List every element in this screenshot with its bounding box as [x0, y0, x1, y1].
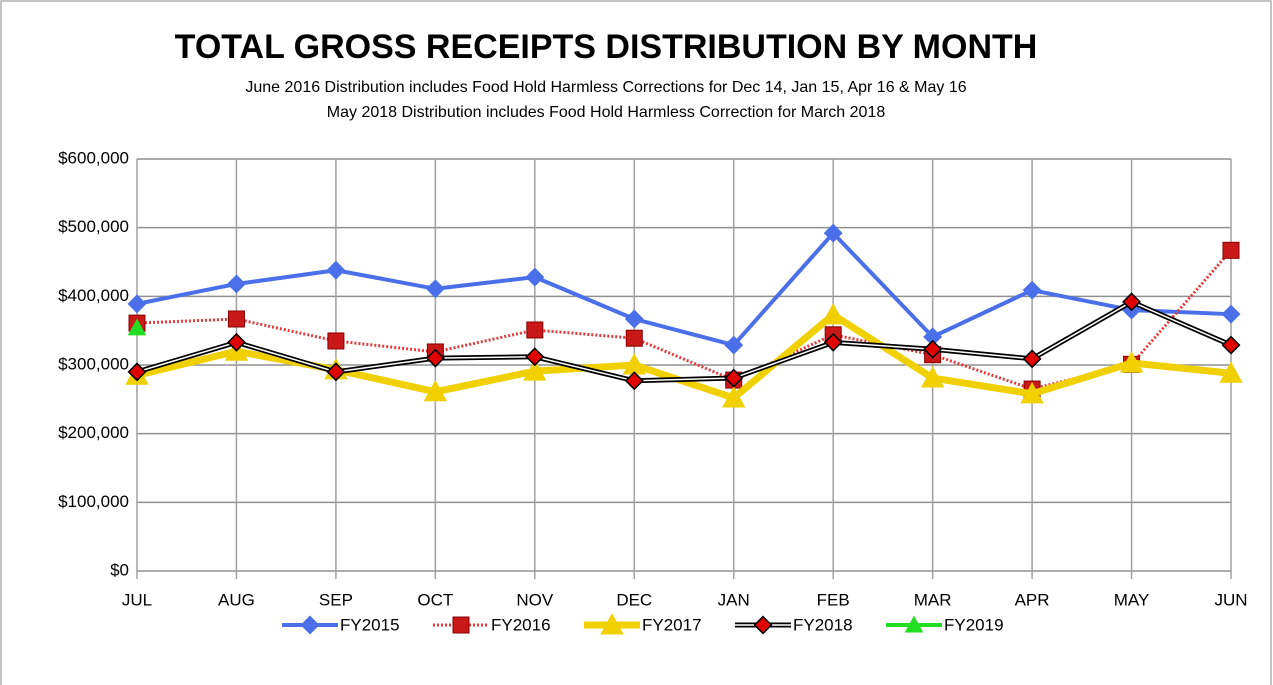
x-tick-label: FEB [817, 590, 850, 609]
marker [722, 386, 746, 408]
y-tick-label: $100,000 [58, 492, 129, 511]
marker [1222, 241, 1240, 259]
marker [423, 379, 448, 402]
x-tick-label: DEC [616, 590, 652, 609]
legend-label: FY2017 [642, 615, 702, 634]
marker [127, 294, 147, 314]
marker [923, 339, 943, 359]
y-tick-label: $600,000 [58, 148, 129, 167]
x-tick-label: MAR [914, 590, 952, 609]
marker [226, 274, 246, 294]
y-tick-label: $0 [110, 560, 129, 579]
x-tick-label: SEP [319, 590, 353, 609]
legend-marker [300, 615, 320, 635]
marker [525, 267, 545, 287]
marker [1219, 361, 1243, 383]
x-tick-label: MAY [1114, 590, 1150, 609]
y-tick-label: $400,000 [58, 286, 129, 305]
x-tick-label: JUN [1214, 590, 1247, 609]
x-tick-label: AUG [218, 590, 255, 609]
marker [625, 329, 643, 347]
y-tick-label: $300,000 [58, 354, 129, 373]
marker [525, 347, 545, 367]
y-tick-label: $500,000 [58, 217, 129, 236]
marker [1221, 335, 1241, 355]
marker [523, 359, 547, 381]
legend-marker [452, 616, 470, 634]
marker [821, 303, 845, 325]
marker [1119, 351, 1144, 373]
x-tick-label: OCT [417, 590, 453, 609]
x-tick-label: APR [1015, 590, 1050, 609]
subtitle: June 2016 Distribution includes Food Hol… [245, 79, 966, 96]
series-line [136, 249, 1233, 391]
legend-label: FY2015 [340, 615, 400, 634]
series-line-highlight [136, 300, 1232, 382]
marker [1122, 292, 1142, 312]
legend-marker [904, 615, 924, 633]
y-tick-label: $200,000 [58, 423, 129, 442]
legend-label: FY2019 [944, 615, 1004, 634]
marker [823, 223, 843, 243]
marker [823, 332, 843, 352]
marker [425, 279, 445, 299]
marker [1022, 280, 1042, 300]
legend-marker [600, 613, 624, 635]
marker [226, 332, 246, 352]
marker [724, 368, 744, 388]
marker [127, 318, 147, 336]
marker [624, 309, 644, 329]
marker [1022, 349, 1042, 369]
marker [227, 310, 245, 328]
marker [326, 260, 346, 280]
legend-label: FY2016 [491, 615, 551, 634]
marker [624, 371, 644, 391]
marker [920, 366, 945, 388]
x-tick-label: JUL [122, 590, 152, 609]
marker [1221, 304, 1241, 324]
x-tick-label: JAN [718, 590, 750, 609]
legend-marker [753, 615, 773, 635]
legend-label: FY2018 [793, 615, 853, 634]
subtitle: May 2018 Distribution includes Food Hold… [327, 104, 886, 121]
marker [127, 362, 147, 382]
x-tick-label: NOV [516, 590, 554, 609]
marker [326, 362, 346, 382]
marker [1020, 381, 1044, 404]
chart-title: TOTAL GROSS RECEIPTS DISTRIBUTION BY MON… [175, 28, 1038, 66]
marker [425, 348, 445, 368]
marker [327, 332, 345, 350]
marker [724, 335, 744, 355]
marker [526, 321, 544, 339]
series-line [136, 231, 1232, 348]
